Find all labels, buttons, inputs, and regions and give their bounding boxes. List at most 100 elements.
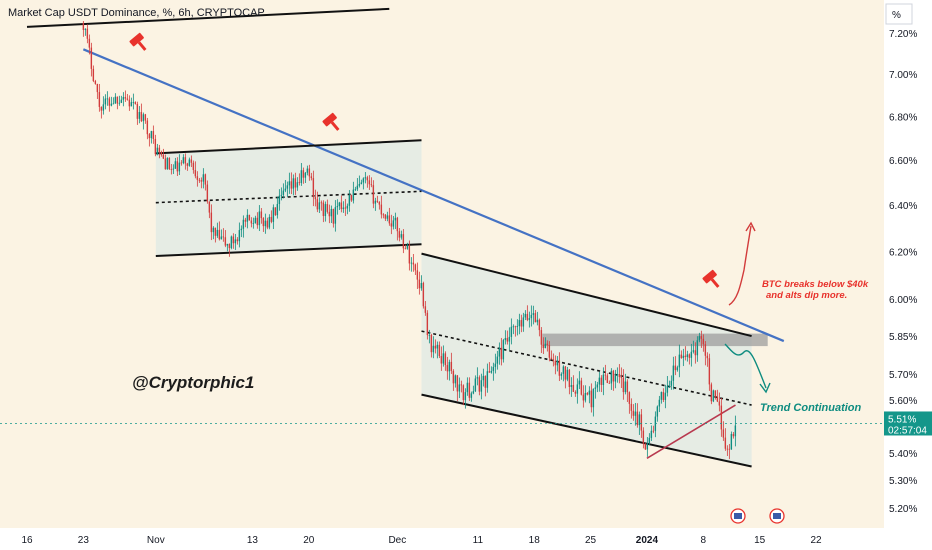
candle-body (372, 185, 375, 204)
candle-body (604, 374, 607, 376)
candle-body (670, 380, 673, 386)
candle-body (512, 326, 515, 328)
candle-body (88, 38, 91, 48)
candle-body (370, 184, 373, 186)
candle-body (422, 283, 425, 307)
candle-body (390, 223, 393, 227)
candle-body (360, 182, 363, 184)
gavel-head (322, 112, 337, 127)
candle-body (334, 207, 337, 224)
candle-body (306, 168, 309, 173)
candle-body (726, 448, 729, 450)
y-tick-label: 7.00% (889, 70, 917, 81)
candle-body (476, 377, 479, 379)
candle-body (500, 347, 503, 360)
arrow-up-icon (745, 221, 756, 232)
candle-body (526, 313, 529, 320)
candle-body (494, 363, 497, 367)
trend-arrow-path (724, 343, 767, 389)
price-badge: 5.51% 02:57:04 (884, 411, 932, 436)
candle-body (458, 384, 461, 392)
y-tick-label: 5.20% (889, 504, 917, 515)
candle-body (246, 214, 249, 222)
candle-body (204, 174, 207, 185)
candle-body (454, 375, 457, 384)
candle-body (168, 157, 171, 170)
candle-body (346, 205, 349, 209)
candle-body (102, 104, 105, 111)
candle-body (514, 326, 517, 328)
candle-body (408, 245, 411, 264)
candle-body (180, 162, 183, 164)
candle-body (662, 392, 665, 400)
candle-body (548, 344, 551, 358)
candle-body (310, 176, 313, 179)
chart-title: Market Cap USDT Dominance, %, 6h, CRYPTO… (8, 7, 265, 19)
y-tick-label: 6.40% (889, 201, 917, 212)
candle-body (448, 361, 451, 372)
range-top (155, 139, 422, 155)
candle-body (158, 147, 161, 152)
candle-body (590, 390, 593, 408)
candle-body (496, 356, 499, 364)
candle-body (536, 319, 539, 323)
candle-body (664, 392, 667, 400)
candle-body (140, 112, 143, 122)
candle-body (432, 345, 435, 353)
y-tick-label: 6.00% (889, 295, 917, 306)
candle-body (324, 204, 327, 217)
candle-body (200, 180, 203, 182)
resistance-zone (542, 333, 768, 347)
candle-body (732, 434, 735, 437)
candle-body (316, 199, 319, 210)
candle-body (406, 245, 409, 249)
candle-body (386, 215, 389, 219)
candle-body (264, 220, 267, 227)
candle-body (198, 179, 201, 181)
candle-body (234, 239, 237, 244)
candle-body (230, 236, 233, 249)
candle-body (336, 206, 339, 208)
candle-body (228, 243, 231, 249)
candle-body (216, 229, 219, 236)
candle-body (568, 369, 571, 387)
candle-body (90, 47, 93, 69)
candle-body (210, 212, 213, 233)
candle-body (320, 202, 323, 204)
candle-body (718, 401, 721, 406)
candle-body (550, 357, 553, 360)
candle-body (650, 430, 653, 438)
gavel-handle (330, 121, 340, 131)
candle-body (110, 103, 113, 106)
candle-body (466, 382, 469, 393)
candle-body (582, 394, 585, 401)
candle-body (186, 163, 189, 166)
candle-body (656, 406, 659, 417)
candle-body (290, 181, 293, 189)
candle-body (710, 384, 713, 402)
candle-body (226, 243, 229, 246)
candle-body (344, 207, 347, 209)
candle-body (122, 97, 125, 100)
candle-body (620, 377, 623, 378)
candle-body (602, 374, 605, 385)
candle-body (576, 384, 579, 394)
gavel-icon (322, 112, 340, 131)
candle-body (430, 334, 433, 353)
candle-body (570, 384, 573, 387)
candle-body (668, 385, 671, 387)
candle-body (456, 375, 459, 392)
candle-body (672, 365, 675, 381)
candle-body (698, 336, 701, 341)
candle-body (648, 437, 651, 444)
candle-body (358, 183, 361, 186)
price-axis: 7.20% 7.00% 6.80% 6.60% 6.40% 6.20% 6.00% 5.85%… (889, 29, 917, 515)
candle-body (366, 177, 369, 181)
candle-body (490, 370, 493, 373)
candle-body (250, 220, 253, 224)
decorations (129, 32, 785, 524)
channel-mid (421, 330, 752, 406)
candle-body (318, 202, 321, 210)
candle-body (730, 434, 733, 450)
candle-body (100, 106, 103, 111)
